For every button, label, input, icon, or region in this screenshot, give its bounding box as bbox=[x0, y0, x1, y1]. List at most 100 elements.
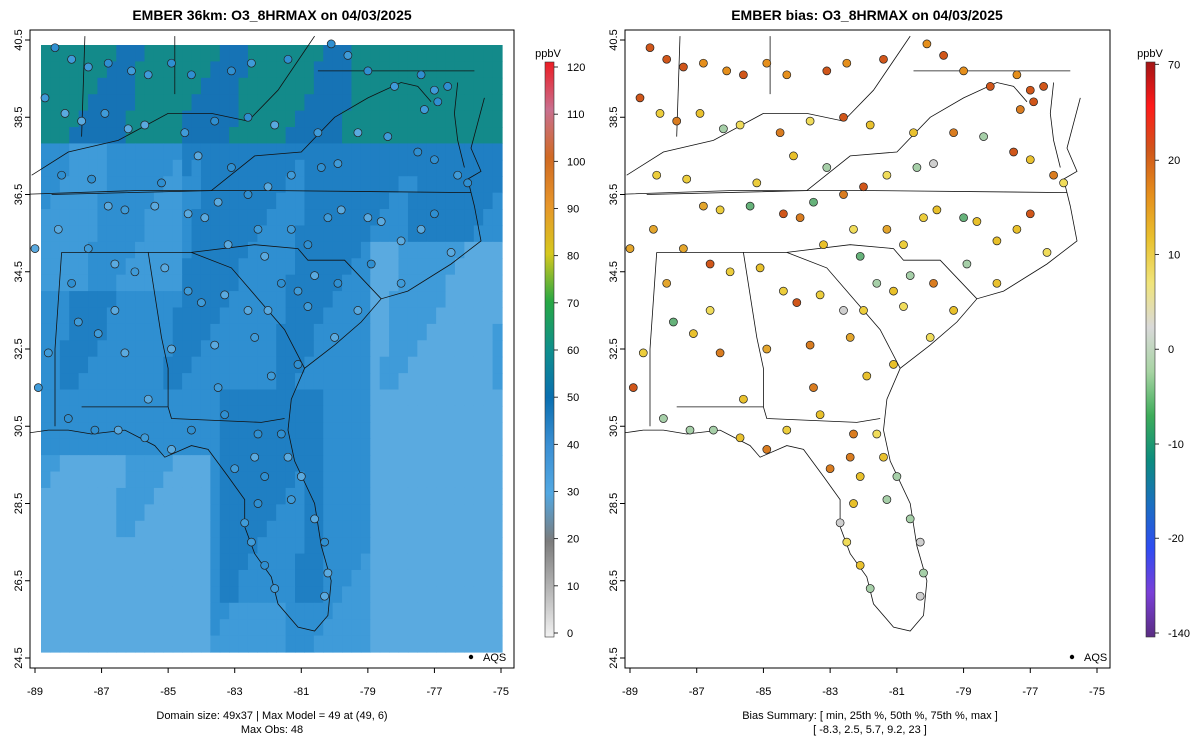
grid-cell bbox=[41, 127, 52, 145]
grid-cell bbox=[407, 77, 418, 95]
grid-cell bbox=[454, 455, 465, 473]
grid-cell bbox=[116, 61, 127, 79]
grid-cell bbox=[200, 323, 211, 341]
aqs-station-marker bbox=[929, 159, 938, 168]
aqs-station-marker bbox=[363, 213, 373, 223]
grid-cell bbox=[106, 77, 117, 95]
grid-cell bbox=[323, 487, 334, 505]
grid-cell bbox=[219, 143, 230, 161]
grid-cell bbox=[163, 635, 174, 653]
grid-cell bbox=[454, 192, 465, 210]
grid-cell bbox=[483, 159, 494, 177]
grid-cell bbox=[342, 61, 353, 79]
grid-cell bbox=[172, 258, 183, 276]
grid-cell bbox=[229, 553, 240, 571]
aqs-station-marker bbox=[123, 124, 133, 134]
aqs-station-marker bbox=[293, 286, 303, 296]
colorbar-tick-label: -10 bbox=[1168, 439, 1184, 451]
grid-cell bbox=[323, 405, 334, 423]
grid-cell bbox=[285, 635, 296, 653]
grid-cell bbox=[116, 602, 127, 620]
grid-cell bbox=[59, 619, 70, 637]
grid-cell bbox=[247, 602, 258, 620]
grid-cell bbox=[445, 389, 456, 407]
grid-cell bbox=[200, 356, 211, 374]
aqs-station-marker bbox=[323, 213, 333, 223]
grid-cell bbox=[379, 405, 390, 423]
grid-cell bbox=[210, 241, 221, 259]
grid-cell bbox=[219, 209, 230, 227]
grid-cell bbox=[360, 356, 371, 374]
grid-cell bbox=[295, 258, 306, 276]
grid-cell bbox=[276, 373, 287, 391]
grid-cell bbox=[229, 323, 240, 341]
boundary-line bbox=[51, 190, 472, 195]
grid-cell bbox=[323, 61, 334, 79]
grid-cell bbox=[266, 61, 277, 79]
grid-cell bbox=[247, 389, 258, 407]
grid-cell bbox=[163, 569, 174, 587]
grid-cell bbox=[50, 209, 61, 227]
colorbar-tick-label: 100 bbox=[567, 156, 585, 168]
aqs-station-marker bbox=[130, 267, 140, 277]
grid-cell bbox=[125, 110, 136, 128]
grid-cell bbox=[332, 553, 343, 571]
colorbar-tick-label: 60 bbox=[567, 345, 579, 357]
grid-cell bbox=[313, 45, 324, 63]
grid-cell bbox=[229, 602, 240, 620]
grid-cell bbox=[144, 373, 155, 391]
grid-cell bbox=[144, 438, 155, 456]
grid-cell bbox=[389, 143, 400, 161]
grid-cell bbox=[285, 241, 296, 259]
grid-cell bbox=[370, 94, 381, 112]
grid-cell bbox=[492, 389, 503, 407]
grid-cell bbox=[153, 405, 164, 423]
grid-cell bbox=[295, 209, 306, 227]
grid-cell bbox=[313, 586, 324, 604]
grid-cell bbox=[247, 192, 258, 210]
aqs-station-marker bbox=[77, 116, 86, 126]
aqs-station-marker bbox=[366, 259, 376, 269]
grid-cell bbox=[247, 291, 258, 309]
aqs-station-marker bbox=[266, 371, 276, 381]
grid-cell bbox=[247, 553, 258, 571]
grid-cell bbox=[426, 61, 437, 79]
grid-cell bbox=[464, 274, 475, 292]
grid-cell bbox=[200, 176, 211, 194]
grid-cell bbox=[379, 159, 390, 177]
grid-cell bbox=[210, 373, 221, 391]
aqs-station-marker bbox=[113, 425, 123, 435]
grid-cell bbox=[219, 77, 230, 95]
grid-cell bbox=[445, 94, 456, 112]
aqs-station-marker bbox=[213, 197, 223, 207]
grid-cell bbox=[163, 127, 174, 145]
grid-cell bbox=[266, 389, 277, 407]
grid-cell bbox=[41, 520, 52, 538]
grid-cell bbox=[163, 602, 174, 620]
grid-cell bbox=[492, 471, 503, 489]
grid-cell bbox=[257, 307, 268, 325]
aqs-station-marker bbox=[167, 445, 176, 454]
grid-cell bbox=[464, 569, 475, 587]
y-tick-label: 36.5 bbox=[608, 184, 620, 205]
grid-cell bbox=[229, 192, 240, 210]
grid-cell bbox=[59, 323, 70, 341]
grid-cell bbox=[370, 241, 381, 259]
grid-cell bbox=[389, 127, 400, 145]
grid-cell bbox=[426, 455, 437, 473]
grid-cell bbox=[59, 455, 70, 473]
grid-cell bbox=[200, 569, 211, 587]
grid-cell bbox=[210, 225, 221, 243]
grid-cell bbox=[436, 586, 447, 604]
aqs-station-marker bbox=[845, 333, 855, 342]
aqs-station-marker bbox=[333, 278, 343, 288]
aqs-station-marker bbox=[276, 278, 286, 288]
grid-cell bbox=[210, 635, 221, 653]
aqs-station-marker bbox=[959, 213, 968, 223]
x-tick-label: -83 bbox=[822, 686, 838, 698]
grid-cell bbox=[163, 94, 174, 112]
grid-cell bbox=[219, 176, 230, 194]
grid-cell bbox=[41, 258, 52, 276]
grid-cell bbox=[144, 110, 155, 128]
grid-cell bbox=[323, 94, 334, 112]
